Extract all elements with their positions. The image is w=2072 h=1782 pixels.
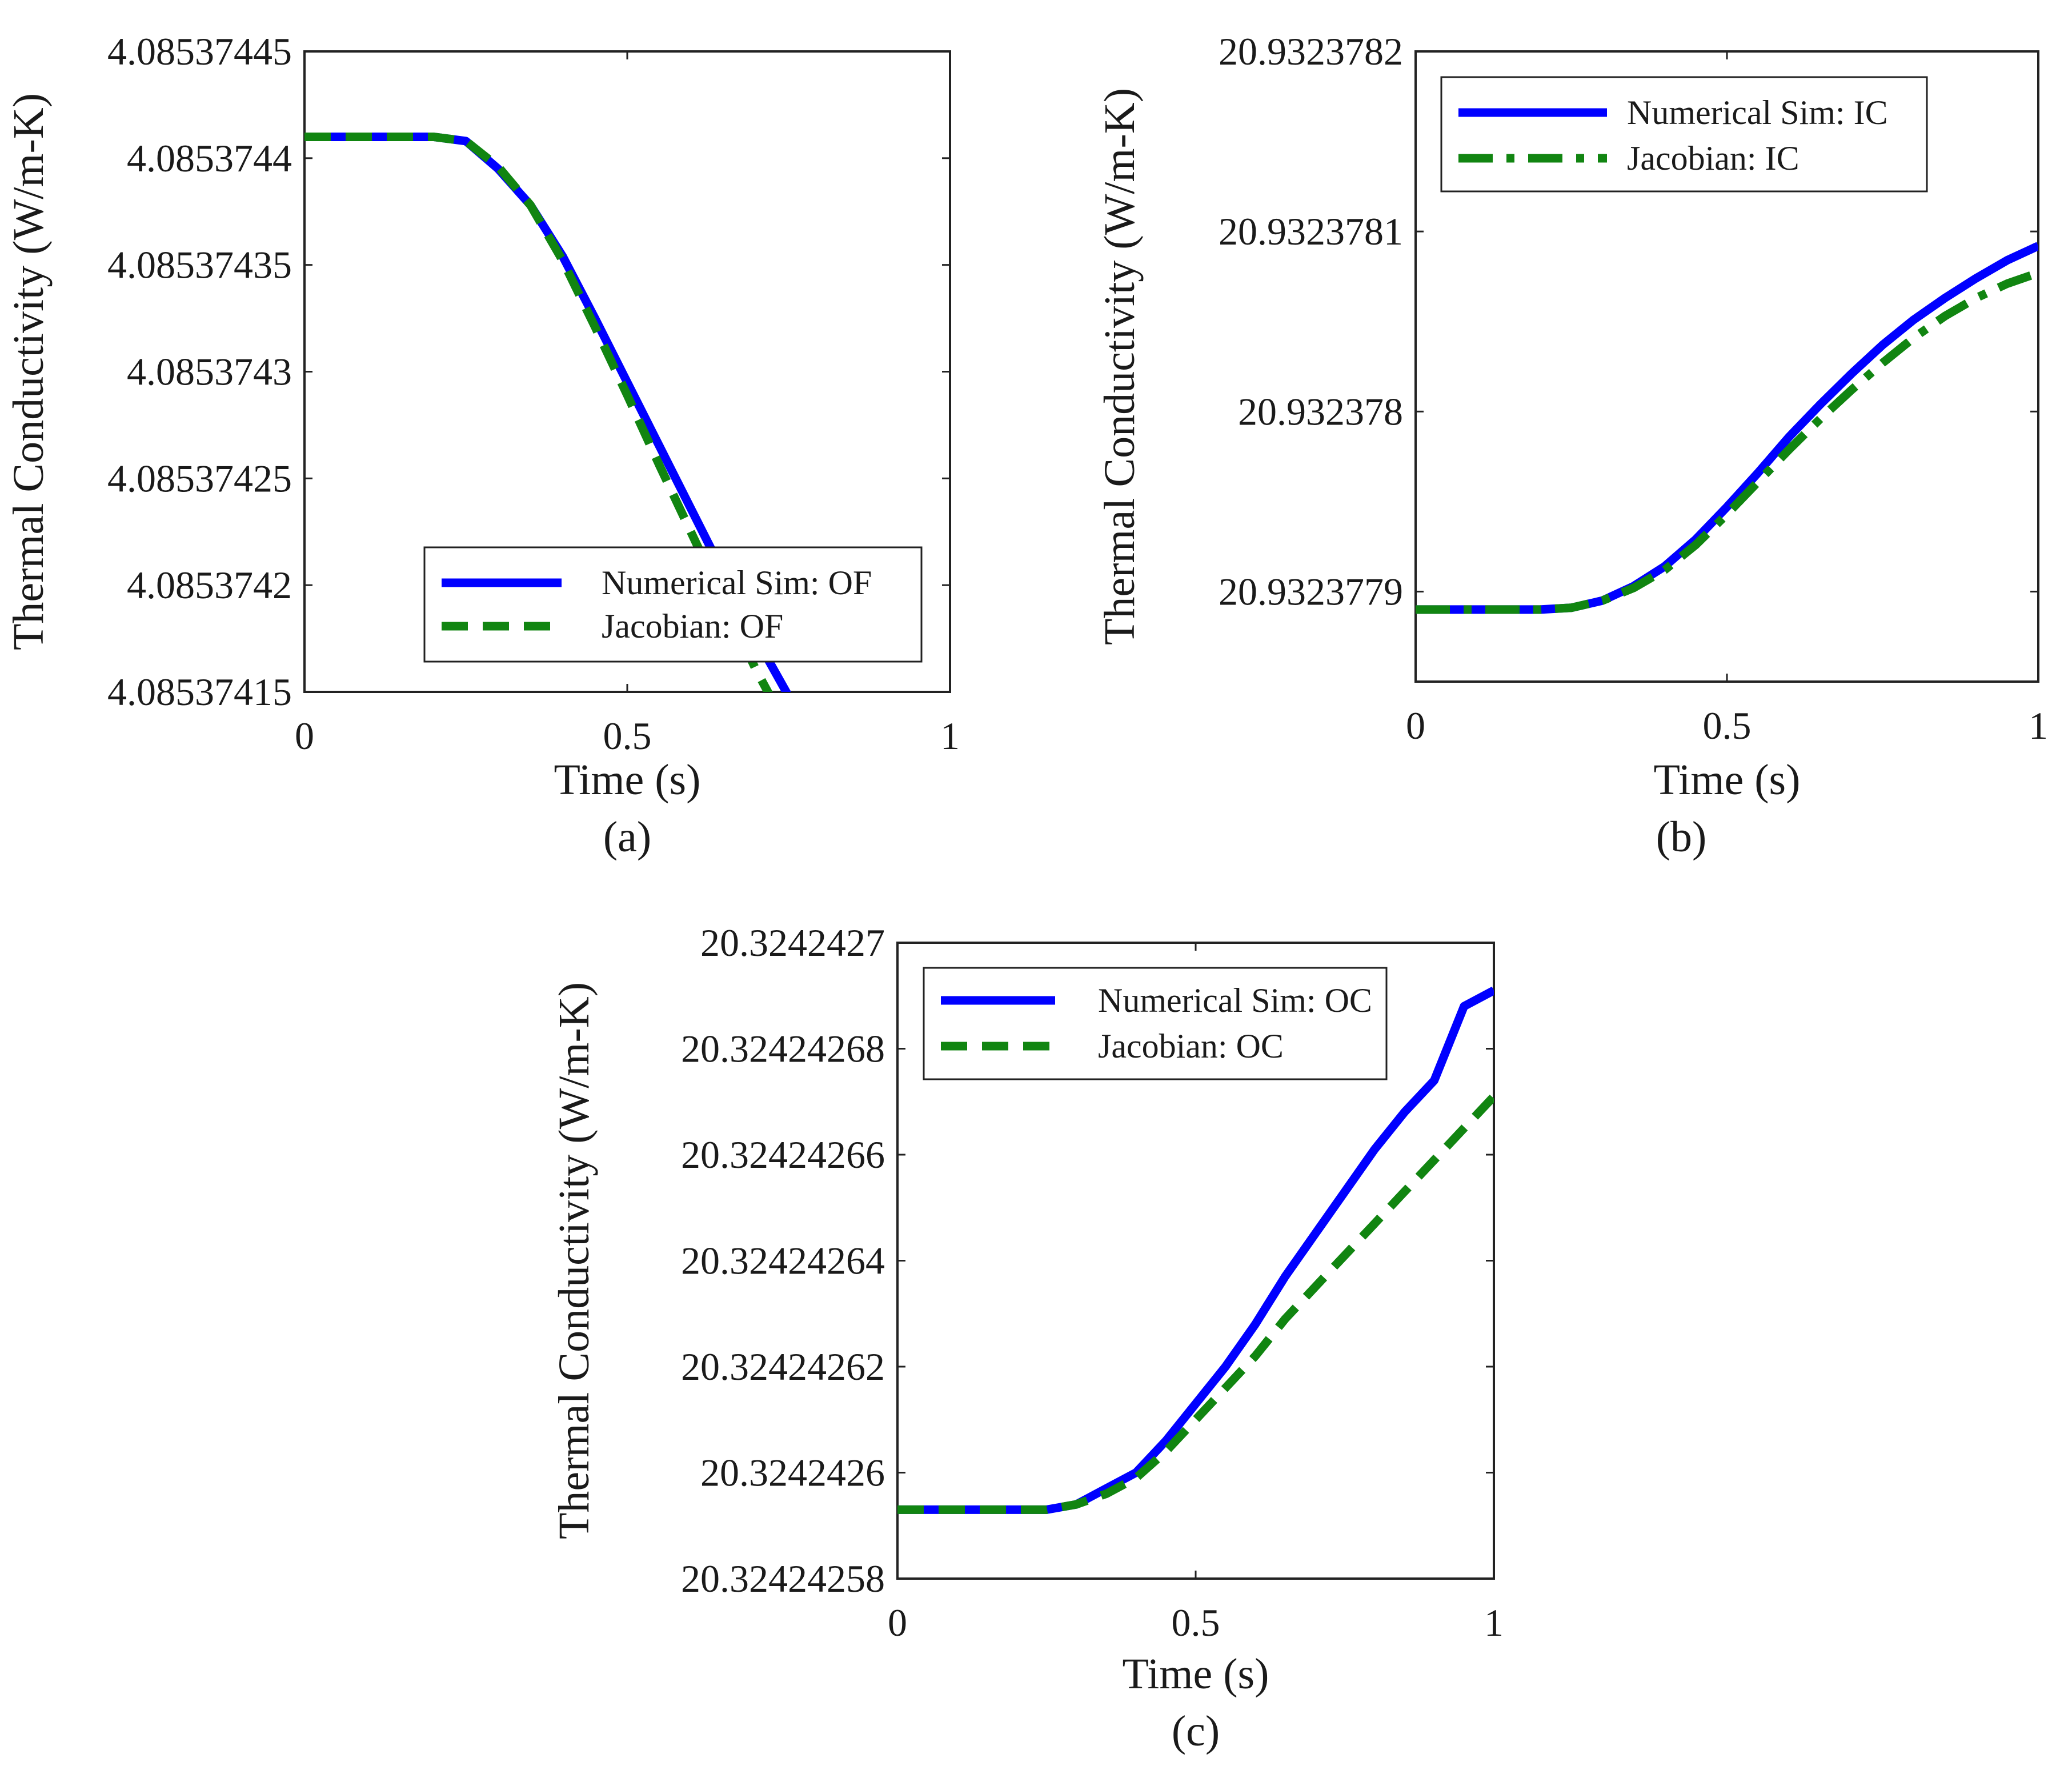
chart-panel-c: 20.32424258 20.3242426 20.32424262 20.32424… <box>550 921 1504 1755</box>
panel-label: (b) <box>1656 813 1707 861</box>
legend-label: Jacobian: OC <box>1098 1027 1284 1065</box>
x-axis-title: Time (s) <box>554 756 701 804</box>
y-tick-label: 20.32424258 <box>681 1557 885 1600</box>
y-axis-title: Thermal Conductivity (W/m-K) <box>550 982 598 1539</box>
y-axis-title: Thermal Conductivity (W/m-K) <box>1096 88 1144 645</box>
x-tick-label: 1 <box>1484 1601 1504 1644</box>
y-tick-label: 4.08537445 <box>107 30 292 73</box>
y-tick-label: 20.3242426 <box>700 1451 885 1495</box>
x-tick-label: 0.5 <box>1703 704 1752 747</box>
x-tick-label: 0 <box>1406 704 1425 747</box>
series-line-jacobian <box>1416 269 2038 614</box>
x-axis-title: Time (s) <box>1123 1650 1269 1698</box>
x-tick-label: 0.5 <box>603 714 652 758</box>
y-tick-label: 20.9323782 <box>1219 30 1403 73</box>
y-tick-label: 4.0853743 <box>127 350 292 394</box>
y-tick-label: 4.08537425 <box>107 456 292 500</box>
x-axis-title: Time (s) <box>1654 756 1801 804</box>
y-tick-label: 4.0853744 <box>127 137 292 180</box>
y-tick-label: 20.32424268 <box>681 1027 885 1071</box>
y-tick-label: 20.9323779 <box>1219 570 1403 613</box>
chart-panel-a: 4.08537415 4.0853742 4.08537425 4.0853743 4.… <box>5 30 960 861</box>
series-line-numerical-sim <box>304 133 791 692</box>
chart-panel-b: 20.9323779 20.932378 20.9323781 20.9323782 0… <box>1096 30 2048 861</box>
legend-label: Jacobian: OF <box>602 607 783 645</box>
legend-box <box>1440 76 1928 193</box>
x-tick-label: 0 <box>888 1601 907 1644</box>
series-line-numerical-sim <box>1416 242 2038 614</box>
x-tick-label: 1 <box>2029 704 2048 747</box>
legend-box <box>423 546 923 663</box>
y-tick-label: 20.9323781 <box>1219 210 1403 253</box>
y-tick-label: 20.32424266 <box>681 1133 885 1176</box>
legend: Numerical Sim: OC Jacobian: OC <box>923 967 1388 1080</box>
legend-label: Numerical Sim: IC <box>1627 94 1888 131</box>
y-tick-label: 20.32424262 <box>681 1345 885 1388</box>
panel-label: (a) <box>603 813 651 861</box>
panel-label: (c) <box>1172 1707 1220 1755</box>
x-tick-label: 0.5 <box>1172 1601 1220 1644</box>
legend-label: Numerical Sim: OF <box>602 564 872 602</box>
legend-label: Numerical Sim: OC <box>1098 982 1372 1019</box>
y-tick-label: 4.08537415 <box>107 670 292 714</box>
y-tick-label: 20.932378 <box>1238 390 1403 433</box>
y-tick-label: 20.3242427 <box>700 921 885 964</box>
x-tick-label: 0 <box>295 714 314 758</box>
series-line-jacobian <box>304 133 773 692</box>
legend: Numerical Sim: IC Jacobian: IC <box>1440 76 1928 193</box>
y-tick-label: 20.32424264 <box>681 1239 885 1283</box>
legend: Numerical Sim: OF Jacobian: OF <box>423 546 923 663</box>
y-tick-label: 4.0853742 <box>127 563 292 607</box>
series-line-jacobian <box>897 1093 1494 1514</box>
y-tick-label: 4.08537435 <box>107 243 292 287</box>
x-tick-label: 1 <box>940 714 960 758</box>
legend-label: Jacobian: IC <box>1627 139 1800 177</box>
y-axis-title: Thermal Conductivity (W/m-K) <box>5 93 53 650</box>
legend-box <box>923 967 1388 1080</box>
